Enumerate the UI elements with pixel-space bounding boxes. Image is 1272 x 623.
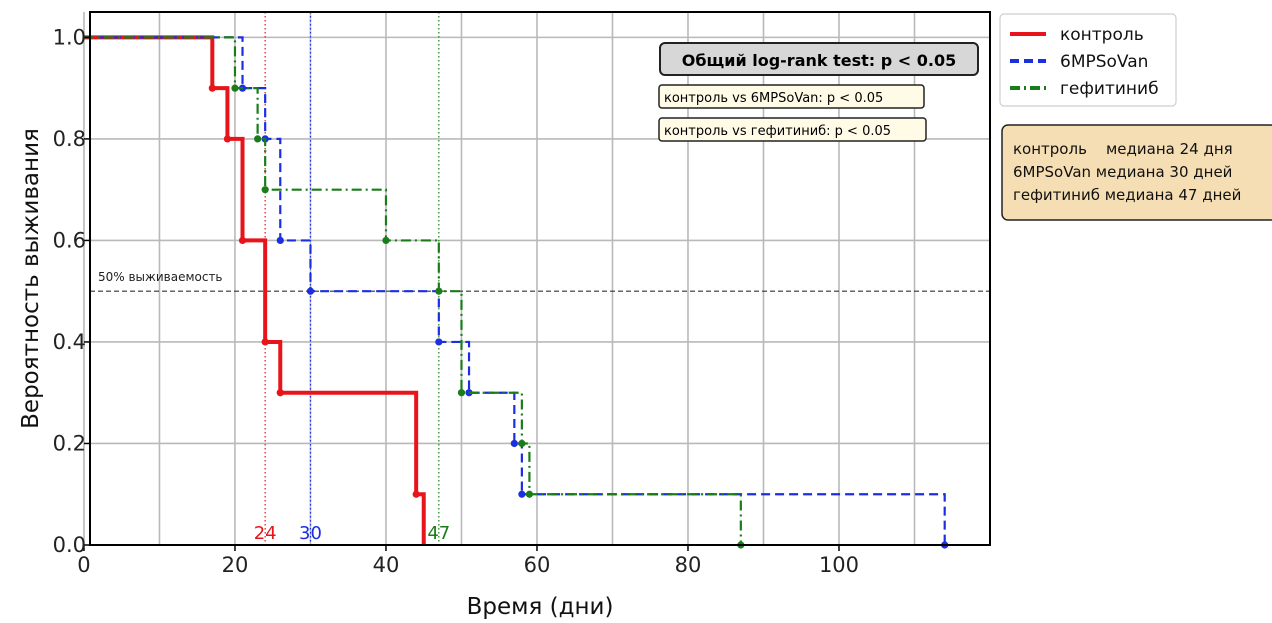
series-point — [412, 490, 420, 498]
y-tick-label: 0.2 — [53, 431, 86, 455]
series-line — [83, 35, 426, 545]
series-point — [435, 338, 443, 346]
x-tick-label: 0 — [77, 553, 90, 577]
medians-box-frame — [1001, 124, 1272, 221]
series-point — [254, 135, 262, 143]
medians-box-line: гефитиниб медиана 47 дней — [1013, 186, 1241, 204]
legend-label: 6MPSoVan — [1060, 52, 1148, 72]
series-point — [208, 84, 216, 92]
pairwise-test-text: контроль vs гефитиниб: p < 0.05 — [664, 124, 891, 139]
series-point — [223, 135, 232, 143]
series-point — [525, 490, 534, 498]
series-point — [382, 236, 390, 245]
y-tick-label: 0.8 — [53, 127, 86, 151]
overall-test-box — [659, 42, 979, 76]
y-tick-label: 1.0 — [53, 25, 86, 49]
pairwise-box-1 — [658, 84, 925, 109]
legend-label: контроль — [1060, 25, 1144, 45]
medians-box: контроль медиана 24 дня 6MPSoVan медиана … — [1001, 124, 1272, 221]
median-label: 47 — [427, 523, 450, 544]
x-tick-label: 40 — [373, 553, 400, 577]
plot-frame — [89, 11, 991, 546]
y-tick-label: 0.6 — [53, 228, 86, 252]
series-point — [276, 236, 284, 245]
series-point — [261, 338, 269, 346]
y-axis-label: Вероятность выживания — [18, 128, 44, 429]
series-point — [518, 439, 526, 448]
series-point — [510, 439, 518, 448]
series-point — [261, 186, 269, 194]
legend: контроль 6MPSoVan гефитиниб — [999, 13, 1177, 107]
y-tick-label: 0.0 — [53, 533, 86, 557]
reference-line-label: 50% выживаемость — [98, 270, 223, 284]
median-label: 24 — [254, 523, 277, 544]
series-line — [83, 36, 742, 545]
x-tick-label: 80 — [675, 553, 702, 577]
legend-label: гефитиниб — [1060, 79, 1159, 99]
series-point — [276, 389, 284, 397]
pairwise-box-2 — [658, 117, 927, 142]
x-tick-label: 20 — [222, 553, 249, 577]
x-tick-label: 100 — [819, 553, 859, 577]
series-point — [238, 236, 247, 245]
overall-test-text: Общий log-rank test: p < 0.05 — [682, 51, 956, 70]
series-group — [83, 35, 949, 549]
legend-box — [999, 13, 1177, 107]
series-point — [306, 287, 315, 295]
series-point — [435, 287, 443, 295]
medians-box-line: 6MPSoVan медиана 30 дней — [1013, 163, 1232, 181]
x-tick-label: 60 — [524, 553, 551, 577]
y-tick-label: 0.4 — [53, 330, 86, 354]
axis-ticks: 0 20 40 60 80 100 0.0 0.2 0.4 0.6 0.8 1.0 — [53, 25, 859, 577]
series-point — [457, 389, 466, 397]
x-axis-label: Время (дни) — [467, 594, 614, 620]
medians-box-line: контроль медиана 24 дня — [1013, 140, 1233, 158]
median-label: 30 — [299, 523, 322, 544]
series-point — [231, 84, 239, 92]
series-point — [518, 490, 526, 498]
pairwise-test-text: контроль vs 6MPSoVan: p < 0.05 — [664, 91, 883, 106]
annotations: Общий log-rank test: p < 0.05 контроль vs… — [658, 42, 979, 142]
